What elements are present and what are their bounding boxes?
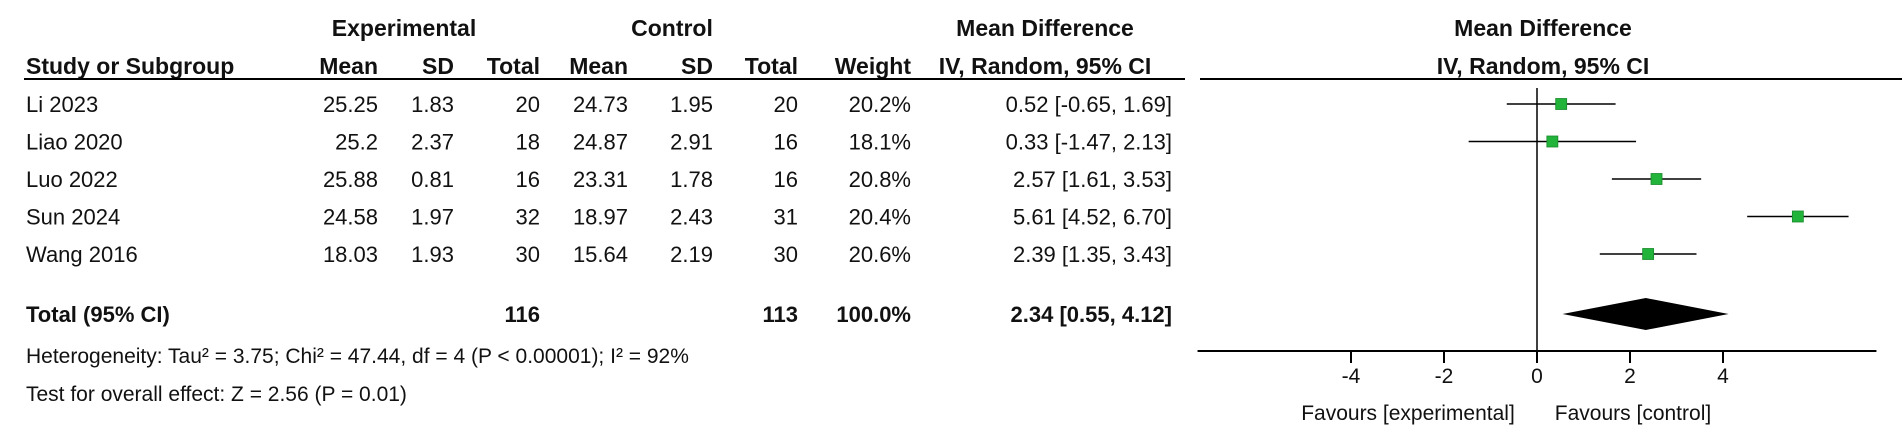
ci: 2.57 [1.61, 3.53] xyxy=(1013,167,1172,192)
tick-label: 0 xyxy=(1531,365,1543,388)
ci: 0.33 [-1.47, 2.13] xyxy=(1006,130,1172,155)
weight-header: Weight xyxy=(835,53,912,79)
exp-mean: 24.58 xyxy=(323,205,378,230)
tick-label: -4 xyxy=(1342,365,1361,388)
axis-ticks: -4 -2 0 2 4 xyxy=(1342,351,1729,388)
weight: 20.2% xyxy=(849,92,911,117)
total-weight: 100.0% xyxy=(836,302,911,327)
tick-label: 2 xyxy=(1624,365,1636,388)
plot-method-header: IV, Random, 95% CI xyxy=(1437,53,1650,79)
ctrl-mean: 23.31 xyxy=(573,167,628,192)
total-row: Total (95% CI) 116 113 100.0% 2.34 [0.55… xyxy=(26,302,1172,327)
weight: 18.1% xyxy=(849,130,911,155)
study-subgroup-header: Study or Subgroup xyxy=(26,53,234,79)
method-header: IV, Random, 95% CI xyxy=(939,53,1152,79)
ctrl-mean: 24.87 xyxy=(573,130,628,155)
exp-sd-header: SD xyxy=(422,53,454,79)
plot-title: Mean Difference xyxy=(1454,15,1632,41)
ctrl-mean: 18.97 xyxy=(573,205,628,230)
study-row: Li 2023 25.25 1.83 20 24.73 1.95 20 20.2% 0.52 [… xyxy=(26,92,1172,117)
study-name: Liao 2020 xyxy=(26,130,123,155)
exp-total: 30 xyxy=(516,242,540,267)
ctrl-mean-header: Mean xyxy=(569,53,628,79)
weight: 20.4% xyxy=(849,205,911,230)
favours-right-label: Favours [control] xyxy=(1555,402,1711,425)
study-row: Sun 2024 24.58 1.97 32 18.97 2.43 31 20.4% 5.61 … xyxy=(26,205,1172,230)
ctrl-total: 31 xyxy=(774,205,798,230)
study-name: Sun 2024 xyxy=(26,205,120,230)
weight: 20.6% xyxy=(849,242,911,267)
exp-total-header: Total xyxy=(487,53,540,79)
experimental-header: Experimental xyxy=(332,15,476,41)
ctrl-sd: 1.95 xyxy=(670,92,713,117)
total-ci: 2.34 [0.55, 4.12] xyxy=(1011,302,1172,327)
ctrl-mean: 24.73 xyxy=(573,92,628,117)
ctrl-total: 16 xyxy=(774,130,798,155)
exp-mean: 25.2 xyxy=(335,130,378,155)
point-estimate-marker xyxy=(1650,173,1663,185)
study-rows: Li 2023 25.25 1.83 20 24.73 1.95 20 20.2% 0.52 [… xyxy=(26,92,1172,267)
ci: 2.39 [1.35, 3.43] xyxy=(1013,242,1172,267)
mean-difference-header: Mean Difference xyxy=(956,15,1134,41)
ci: 5.61 [4.52, 6.70] xyxy=(1013,205,1172,230)
ctrl-mean: 15.64 xyxy=(573,242,628,267)
pooled-estimate-diamond xyxy=(1562,298,1729,330)
ctrl-sd-header: SD xyxy=(681,53,713,79)
point-estimate-marker xyxy=(1546,135,1559,148)
point-estimate-marker xyxy=(1555,98,1568,110)
exp-mean: 25.88 xyxy=(323,167,378,192)
point-estimate-marker xyxy=(1642,248,1655,260)
exp-sd: 1.93 xyxy=(411,242,454,267)
exp-mean: 18.03 xyxy=(323,242,378,267)
ctrl-total: 16 xyxy=(774,167,798,192)
control-header: Control xyxy=(631,15,713,41)
favours-left-label: Favours [experimental] xyxy=(1301,402,1515,425)
weight: 20.8% xyxy=(849,167,911,192)
total-label: Total (95% CI) xyxy=(26,302,170,327)
tick-label: 4 xyxy=(1717,365,1729,388)
plot-area: -4 -2 0 2 4 xyxy=(1197,88,1877,388)
study-row: Luo 2022 25.88 0.81 16 23.31 1.78 16 20.8% 2.57 … xyxy=(26,167,1172,192)
exp-total: 18 xyxy=(516,130,540,155)
study-name: Li 2023 xyxy=(26,92,98,117)
study-name: Wang 2016 xyxy=(26,242,138,267)
ci: 0.52 [-0.65, 1.69] xyxy=(1006,92,1172,117)
ctrl-sd: 2.19 xyxy=(670,242,713,267)
exp-mean: 25.25 xyxy=(323,92,378,117)
exp-sd: 1.97 xyxy=(411,205,454,230)
ctrl-total: 20 xyxy=(774,92,798,117)
exp-mean-header: Mean xyxy=(319,53,378,79)
study-name: Luo 2022 xyxy=(26,167,118,192)
exp-sd: 1.83 xyxy=(411,92,454,117)
exp-sd: 0.81 xyxy=(411,167,454,192)
study-row: Wang 2016 18.03 1.93 30 15.64 2.19 30 20.6% 2.39… xyxy=(26,242,1172,267)
point-estimate-marker xyxy=(1791,210,1804,223)
exp-sd: 2.37 xyxy=(411,130,454,155)
exp-total: 20 xyxy=(516,92,540,117)
study-row: Liao 2020 25.2 2.37 18 24.87 2.91 16 18.1% 0.33 … xyxy=(26,130,1172,155)
ctrl-sd: 2.43 xyxy=(670,205,713,230)
ctrl-sd: 2.91 xyxy=(670,130,713,155)
heterogeneity-text: Heterogeneity: Tau² = 3.75; Chi² = 47.44… xyxy=(26,345,689,368)
exp-total: 16 xyxy=(516,167,540,192)
ctrl-total: 30 xyxy=(774,242,798,267)
overall-effect-text: Test for overall effect: Z = 2.56 (P = 0… xyxy=(26,383,407,406)
ctrl-sd: 1.78 xyxy=(670,167,713,192)
ctrl-total-header: Total xyxy=(745,53,798,79)
tick-label: -2 xyxy=(1435,365,1454,388)
exp-total: 32 xyxy=(516,205,540,230)
total-ctrl-n: 113 xyxy=(763,302,799,327)
total-exp-n: 116 xyxy=(505,302,541,327)
